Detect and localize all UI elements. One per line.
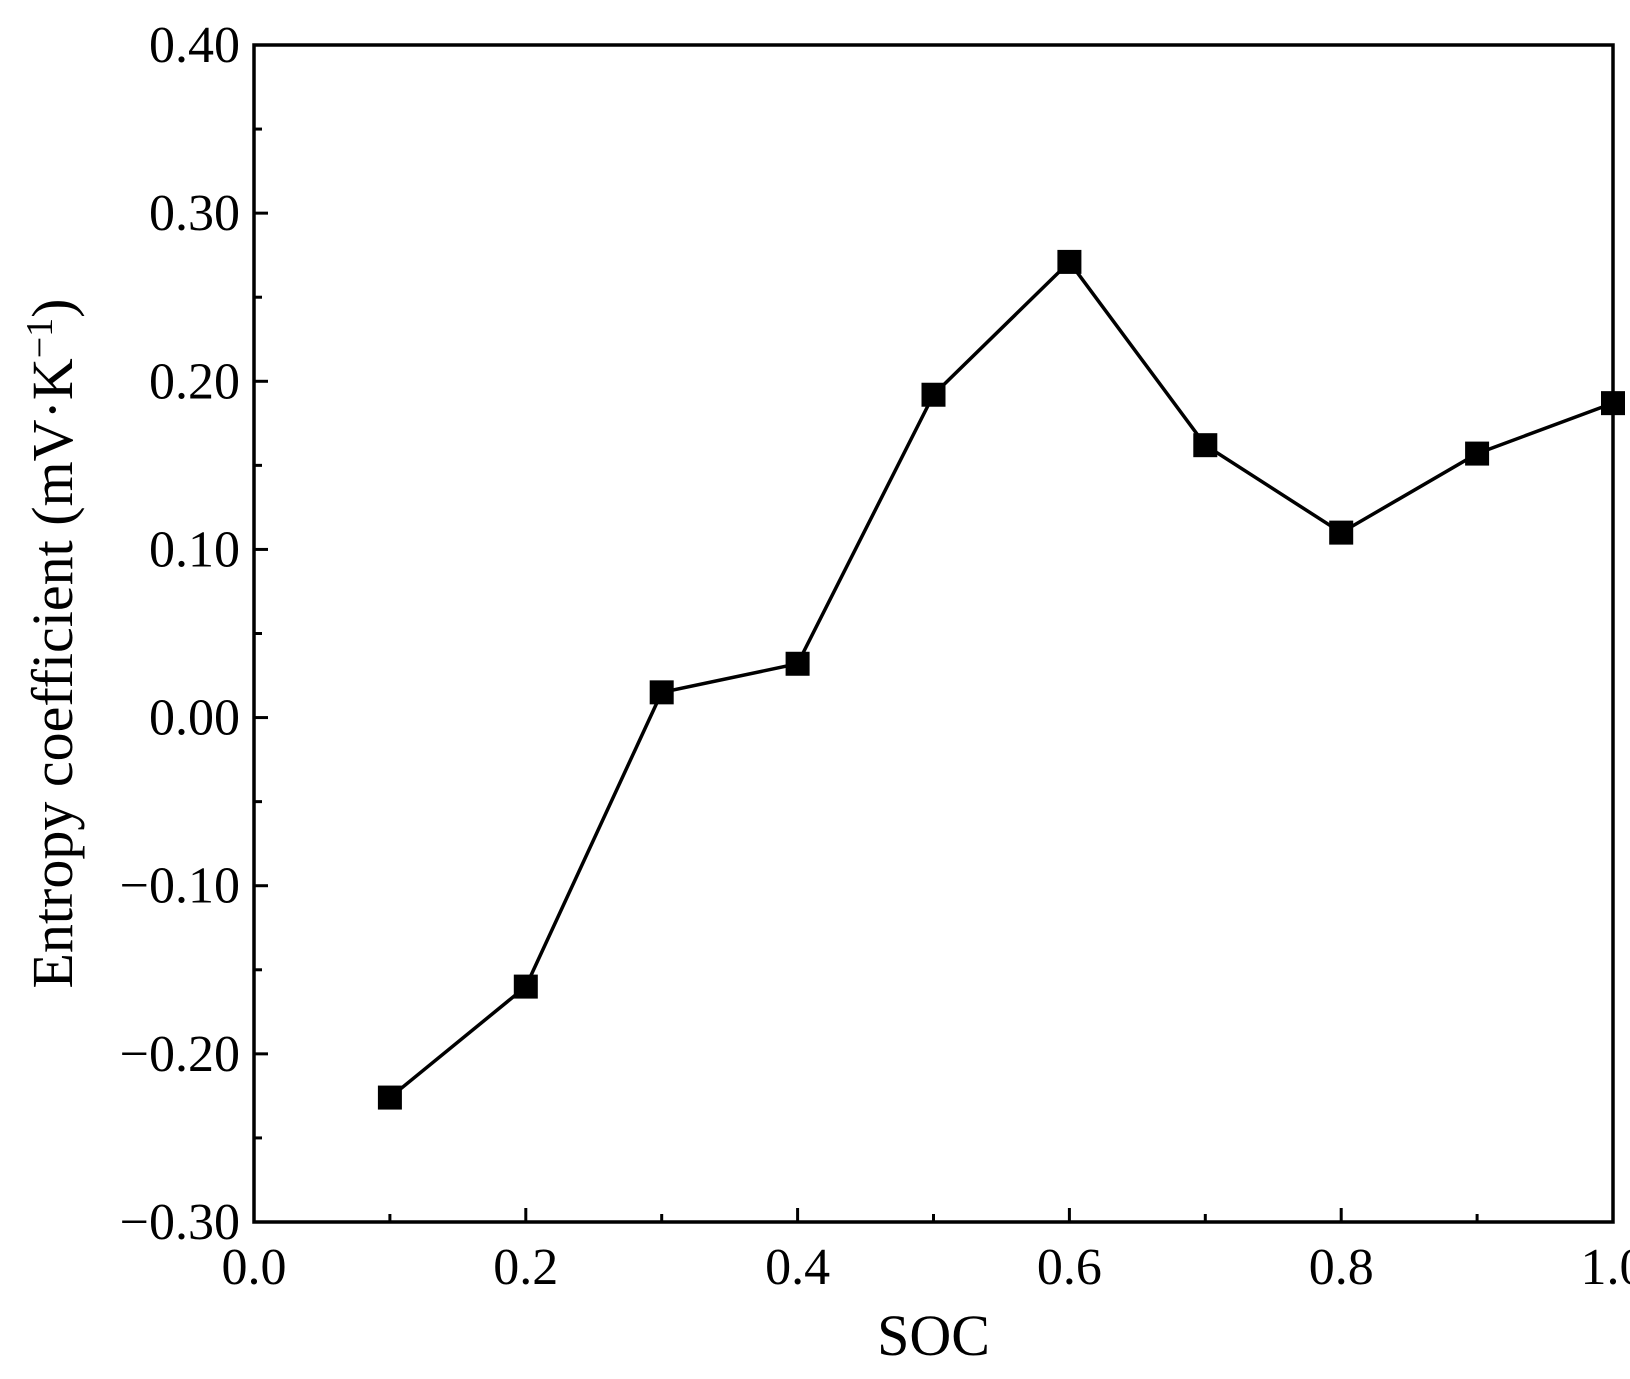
y-axis-title-close: ) xyxy=(20,298,85,317)
data-point xyxy=(377,1085,402,1110)
data-point xyxy=(1193,433,1218,458)
y-tick-label: 0.40 xyxy=(149,17,240,74)
y-tick-label: 0.00 xyxy=(149,690,240,747)
y-tick-label: 0.30 xyxy=(149,185,240,242)
y-tick-label: −0.10 xyxy=(120,858,240,915)
y-tick-label: 0.20 xyxy=(149,353,240,410)
y-axis-title-main: Entropy coefficient (mV·K xyxy=(20,358,85,988)
axes-frame xyxy=(252,43,1615,1224)
x-tick-label: 0.0 xyxy=(222,1239,287,1296)
tick-labels: 0.0 0.2 0.4 0.6 0.8 1.0 −0.30 −0.20 −0.10 0.00 0.1… xyxy=(120,17,1630,1296)
data-point xyxy=(921,382,946,407)
data-point xyxy=(785,651,810,676)
x-tick-label: 1.0 xyxy=(1581,1239,1630,1296)
x-tick-label: 0.4 xyxy=(765,1239,830,1296)
series-line xyxy=(388,259,1614,1099)
x-tick-label: 0.6 xyxy=(1037,1239,1102,1296)
data-point xyxy=(1465,441,1490,466)
data-point xyxy=(513,974,538,999)
plot-area xyxy=(377,249,1625,1110)
data-point xyxy=(1329,520,1354,545)
data-point xyxy=(1057,249,1082,274)
y-axis-title: Entropy coefficient (mV·K−1) xyxy=(19,298,85,988)
x-axis-title: SOC xyxy=(877,1303,990,1368)
y-tick-label: −0.30 xyxy=(120,1194,240,1251)
data-point xyxy=(649,680,674,705)
ticks xyxy=(252,43,1615,1224)
y-tick-label: −0.20 xyxy=(120,1026,240,1083)
y-tick-label: 0.10 xyxy=(149,521,240,578)
y-axis-title-superscript: −1 xyxy=(19,318,61,358)
x-tick-label: 0.8 xyxy=(1309,1239,1374,1296)
x-tick-label: 0.2 xyxy=(493,1239,558,1296)
